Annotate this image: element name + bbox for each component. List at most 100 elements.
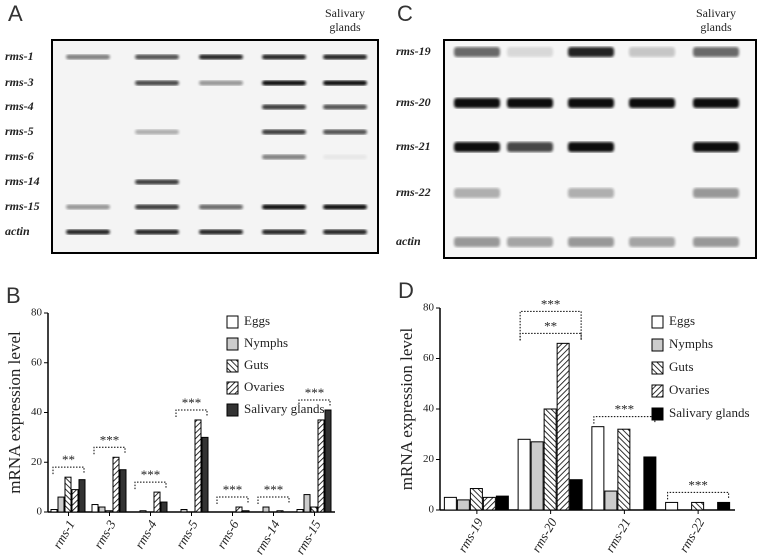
gel-band	[323, 129, 367, 135]
gel-band	[199, 229, 243, 235]
bar	[665, 501, 679, 511]
bar	[717, 501, 731, 511]
gel-band	[262, 54, 306, 60]
gel-band	[135, 204, 179, 210]
significance-label: ***	[615, 402, 635, 417]
gel-frame	[51, 39, 379, 254]
lane-label-line: glands	[329, 20, 361, 34]
bar	[482, 496, 496, 511]
bar	[98, 506, 106, 513]
bar	[194, 419, 202, 513]
panel-label: B	[6, 283, 21, 308]
significance-bracket	[216, 496, 249, 505]
legend-swatch	[226, 359, 239, 373]
bar	[57, 496, 65, 513]
significance-label: ***	[141, 467, 161, 482]
significance-label: ***	[305, 385, 325, 400]
legend-swatch	[226, 403, 239, 417]
gel-band	[629, 47, 675, 57]
gene-label: rms-1	[5, 49, 34, 63]
gel-band	[262, 129, 306, 135]
gel-band	[454, 98, 500, 108]
gel-band	[199, 204, 243, 210]
significance-label: **	[62, 452, 75, 467]
gel-band	[262, 80, 306, 86]
bar	[139, 510, 147, 513]
gel-band	[454, 47, 500, 57]
bar	[517, 438, 531, 511]
bar	[569, 479, 583, 511]
legend-label: Salivary glands	[244, 401, 325, 416]
gene-label: rms-3	[5, 75, 34, 89]
significance-label: ***	[100, 432, 120, 447]
x-tick-label: rms-3	[91, 517, 119, 551]
gel-band	[66, 54, 110, 60]
y-tick-label: 20	[31, 456, 43, 468]
gel-band	[135, 54, 179, 60]
gel-band	[568, 237, 614, 247]
gel-band	[507, 47, 553, 57]
legend-swatch	[226, 381, 239, 395]
x-tick-label: rms-6	[214, 517, 242, 551]
legend-swatch	[651, 361, 664, 375]
gel-band	[199, 80, 243, 86]
legend-swatch	[651, 384, 664, 398]
significance-label: ***	[541, 296, 561, 311]
x-tick-label: rms-5	[173, 517, 201, 551]
gel-band	[693, 188, 739, 198]
bar	[530, 441, 544, 511]
x-tick-label: rms-21	[602, 515, 633, 554]
gel-band	[693, 237, 739, 247]
gene-label: rms-6	[5, 149, 34, 163]
gel-band	[568, 47, 614, 57]
legend-swatch	[226, 315, 239, 329]
gel-band	[507, 237, 553, 247]
legend-label: Eggs	[244, 313, 270, 328]
y-tick-label: 80	[31, 307, 43, 319]
bar	[153, 491, 161, 513]
gel-band	[454, 188, 500, 198]
y-tick-label: 40	[31, 406, 43, 418]
gene-label: rms-14	[5, 174, 40, 188]
y-tick-label: 60	[31, 356, 43, 368]
gel-band	[454, 237, 500, 247]
bar	[303, 494, 311, 513]
gel-band	[262, 204, 306, 210]
gel-band	[66, 229, 110, 235]
legend-swatch	[651, 315, 664, 329]
y-axis-label: mRNA expression level	[397, 328, 416, 491]
significance-bracket	[257, 496, 290, 505]
bar	[71, 489, 79, 513]
y-tick-label: 40	[423, 403, 435, 415]
gene-label: actin	[396, 234, 421, 248]
gel-band	[135, 229, 179, 235]
legend-label: Guts	[244, 357, 269, 372]
bar	[591, 426, 605, 511]
bar	[201, 436, 209, 513]
gel-band	[135, 179, 179, 185]
gel-band	[323, 229, 367, 235]
bar	[317, 419, 325, 513]
gel-band	[135, 129, 179, 135]
significance-label: ***	[182, 395, 202, 410]
gel-band	[568, 188, 614, 198]
x-tick-label: rms-19	[455, 515, 487, 555]
gel-band	[323, 104, 367, 110]
bar	[324, 409, 332, 513]
y-axis-label: mRNA expression level	[5, 331, 24, 494]
significance-label: ***	[223, 482, 243, 497]
gel-band	[693, 47, 739, 57]
x-tick-label: rms-20	[528, 515, 560, 555]
gel-band	[323, 154, 367, 160]
gene-label: rms-19	[396, 44, 431, 58]
x-tick-label: rms-15	[292, 517, 324, 557]
legend-label: Ovaries	[669, 382, 709, 397]
lane-label: Salivary glands	[325, 6, 365, 34]
bar	[617, 428, 631, 511]
bar	[242, 510, 250, 513]
bar	[78, 479, 86, 513]
bar	[180, 509, 188, 513]
bar	[296, 509, 304, 513]
bar	[50, 509, 58, 513]
